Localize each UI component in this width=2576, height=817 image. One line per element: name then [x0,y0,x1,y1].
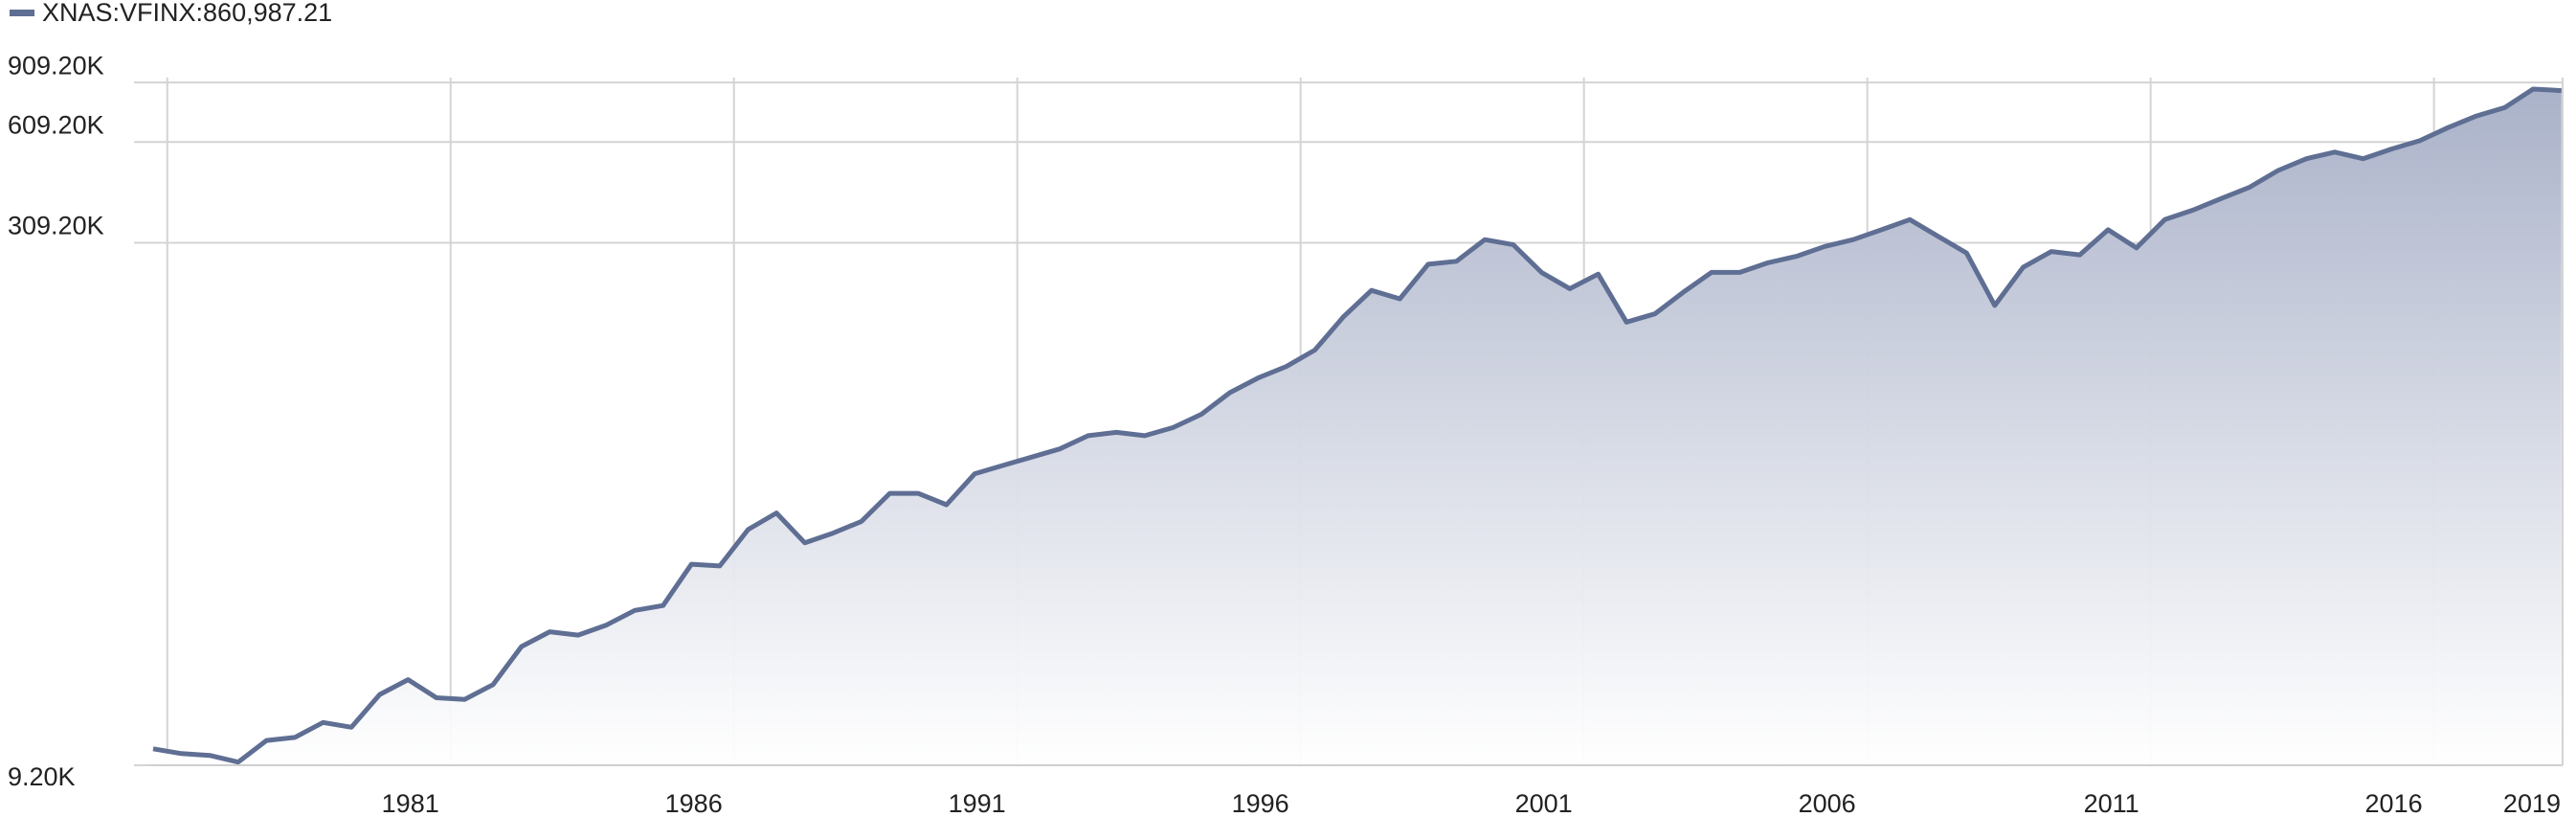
series-line [152,86,2562,765]
x-tick-label: 1981 [382,789,439,817]
area-fill [153,89,2562,765]
legend-swatch [10,10,34,16]
x-tick-label: 1991 [949,789,1006,817]
x-tick-label: 2011 [2084,789,2139,817]
y-tick-label: 609.20K [8,110,104,139]
x-end-label: 2019 [2503,789,2561,817]
x-tick-label: 1996 [1232,789,1289,817]
x-tick-label: 2016 [2365,789,2423,817]
x-tick-label: 2001 [1515,789,1573,817]
y-tick-label: 9.20K [8,762,76,791]
y-tick-label: 309.20K [8,212,104,240]
y-tick-label: 909.20K [8,51,104,79]
legend-label: XNAS:VFINX:860,987.21 [42,0,332,27]
x-tick-label: 2006 [1799,789,1856,817]
x-tick-label: 1986 [665,789,723,817]
